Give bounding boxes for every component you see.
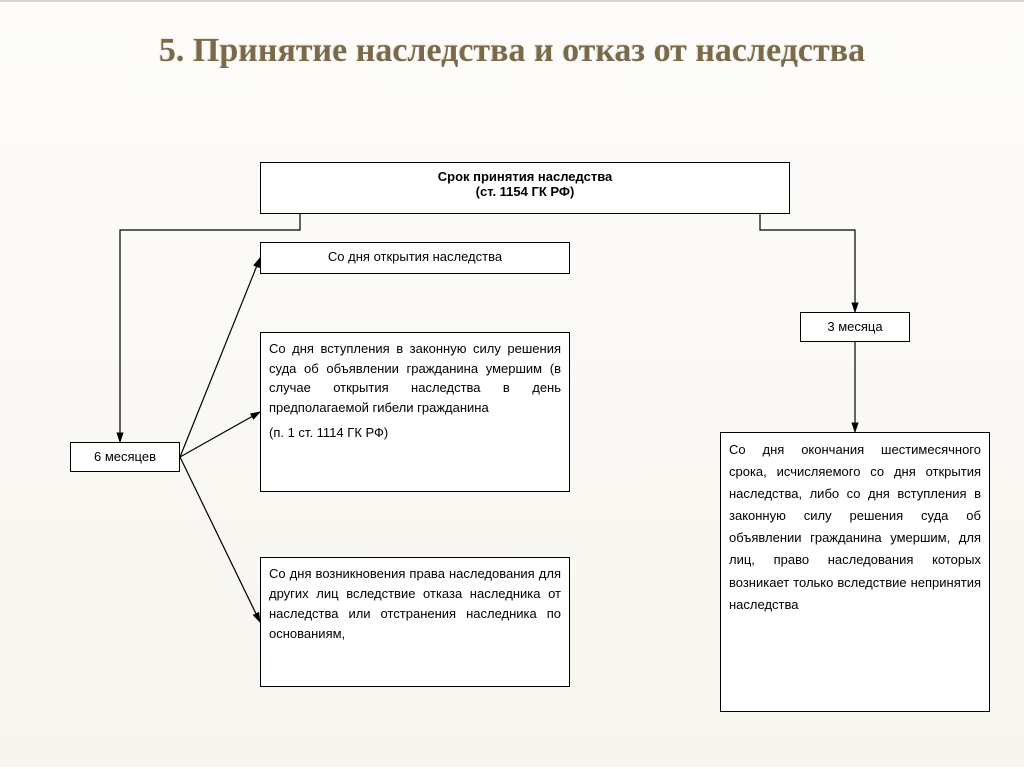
slide: 5. Принятие наследства и отказ от наслед… [0,0,1024,767]
node-box-b: Со дня вступления в законную силу решени… [260,332,570,492]
node-box-a-text: Со дня открытия наследства [328,249,502,264]
node-root: Срок принятия наследства (ст. 1154 ГК РФ… [260,162,790,214]
node-box-d: Со дня окончания шестимесячного срока, и… [720,432,990,712]
node-box-a: Со дня открытия наследства [260,242,570,274]
edge-six-boxc [180,457,260,622]
node-box-b-line1: Со дня вступления в законную силу решени… [269,339,561,417]
edge-root-threemonths [760,214,855,312]
node-six-months-label: 6 месяцев [94,449,156,464]
node-box-c: Со дня возникновения права наследования … [260,557,570,687]
node-three-months: 3 месяца [800,312,910,342]
node-six-months: 6 месяцев [70,442,180,472]
edge-six-boxb [180,412,260,457]
slide-title: 5. Принятие наследства и отказ от наслед… [0,2,1024,73]
node-root-line1: Срок принятия наследства [269,169,781,184]
node-root-line2: (ст. 1154 ГК РФ) [269,184,781,199]
node-three-months-label: 3 месяца [827,319,882,334]
node-box-b-line2: (п. 1 ст. 1114 ГК РФ) [269,423,561,443]
node-box-d-text: Со дня окончания шестимесячного срока, и… [729,442,981,612]
node-box-c-text: Со дня возникновения права наследования … [269,566,561,641]
edge-six-boxa [180,258,260,457]
